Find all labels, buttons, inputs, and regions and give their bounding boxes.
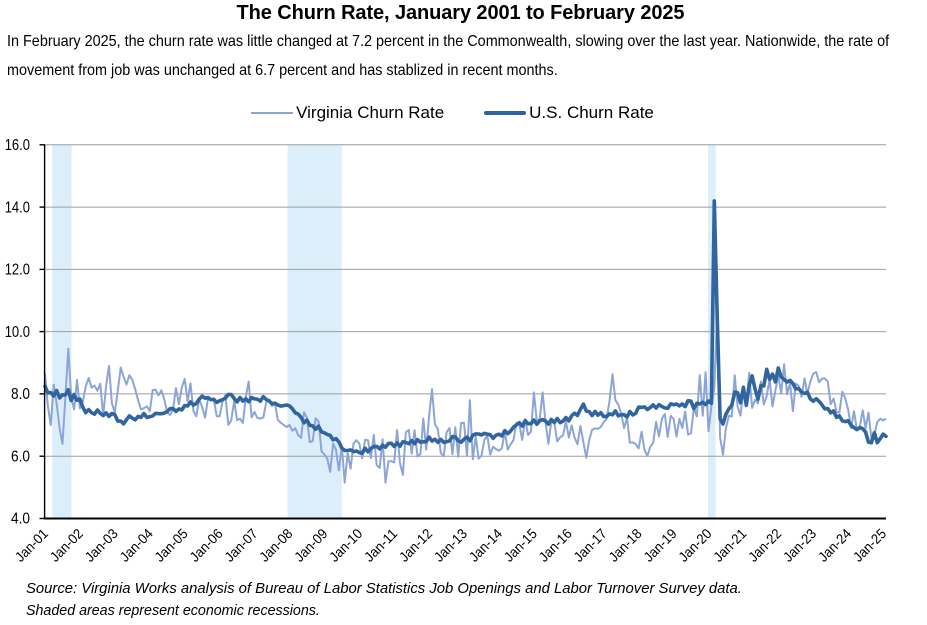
svg-text:4.0: 4.0	[11, 511, 30, 528]
svg-text:Jan-14: Jan-14	[466, 525, 506, 565]
svg-text:Jan-23: Jan-23	[780, 525, 820, 565]
svg-text:14.0: 14.0	[5, 199, 30, 216]
svg-text:Jan-12: Jan-12	[396, 525, 436, 565]
svg-text:Jan-20: Jan-20	[675, 525, 715, 565]
svg-text:8.0: 8.0	[11, 386, 30, 403]
svg-text:Jan-10: Jan-10	[326, 525, 366, 565]
svg-text:Jan-06: Jan-06	[186, 525, 226, 565]
svg-text:Jan-01: Jan-01	[12, 525, 52, 565]
svg-text:Jan-17: Jan-17	[570, 525, 610, 565]
svg-text:Jan-16: Jan-16	[535, 525, 575, 565]
svg-text:Jan-08: Jan-08	[256, 525, 296, 565]
svg-text:Jan-19: Jan-19	[640, 525, 680, 565]
svg-text:Jan-22: Jan-22	[745, 525, 785, 565]
svg-text:Jan-25: Jan-25	[850, 525, 890, 565]
svg-text:10.0: 10.0	[5, 324, 30, 341]
svg-text:Jan-03: Jan-03	[81, 525, 121, 565]
svg-text:12.0: 12.0	[5, 262, 30, 279]
svg-text:Jan-21: Jan-21	[710, 525, 750, 565]
svg-text:16.0: 16.0	[5, 137, 30, 154]
svg-text:6.0: 6.0	[11, 448, 30, 465]
svg-text:Jan-05: Jan-05	[151, 525, 191, 565]
svg-text:Jan-18: Jan-18	[605, 525, 645, 565]
svg-text:Jan-04: Jan-04	[116, 525, 156, 565]
svg-text:Jan-24: Jan-24	[815, 525, 855, 565]
svg-text:Jan-15: Jan-15	[500, 525, 540, 565]
svg-text:Jan-02: Jan-02	[46, 525, 86, 565]
svg-text:Jan-07: Jan-07	[221, 525, 261, 565]
svg-text:Jan-13: Jan-13	[431, 525, 471, 565]
svg-text:Jan-11: Jan-11	[361, 525, 401, 565]
svg-text:Jan-09: Jan-09	[291, 525, 331, 565]
